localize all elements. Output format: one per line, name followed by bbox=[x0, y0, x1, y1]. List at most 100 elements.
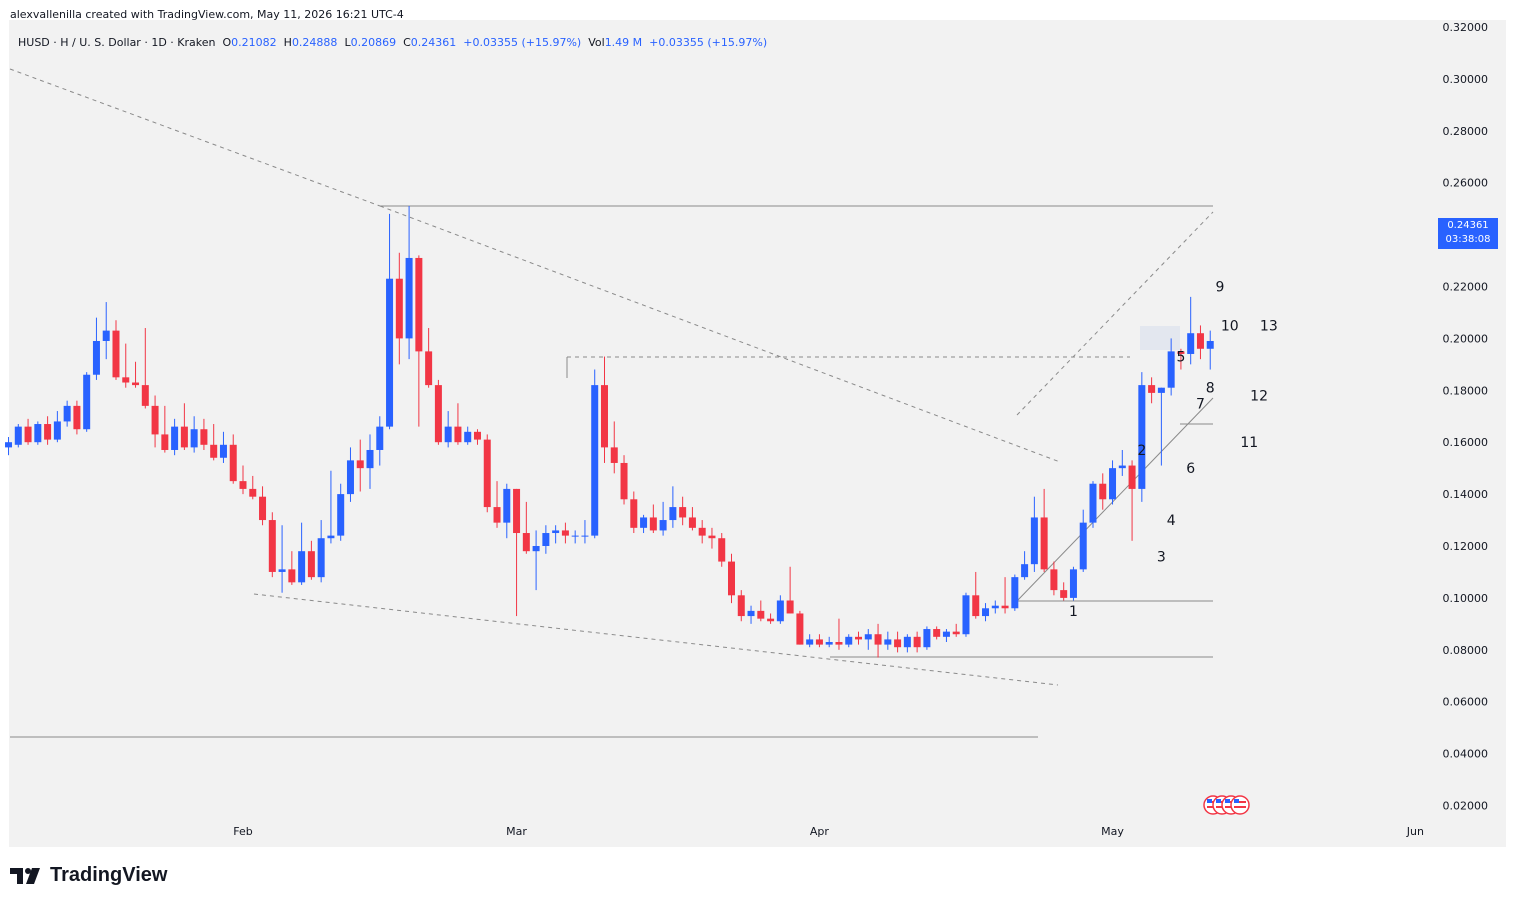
candle-body bbox=[669, 507, 677, 521]
wave-label: 13 bbox=[1260, 318, 1278, 334]
candle-body bbox=[972, 595, 980, 617]
candle-body bbox=[346, 460, 354, 495]
tradingview-logo[interactable]: TradingView bbox=[10, 864, 167, 887]
candle-body bbox=[571, 535, 579, 537]
candle-body bbox=[1069, 569, 1077, 598]
chart-panel[interactable] bbox=[9, 20, 1506, 847]
candle bbox=[327, 470, 335, 544]
candle bbox=[1148, 377, 1156, 404]
candle bbox=[171, 418, 179, 456]
candle-body bbox=[728, 561, 735, 596]
candle-body bbox=[444, 426, 452, 443]
candle bbox=[728, 553, 735, 604]
candle bbox=[747, 605, 755, 624]
candle-body bbox=[503, 488, 511, 523]
candle-body bbox=[767, 618, 775, 622]
candle bbox=[415, 255, 423, 427]
candle-body bbox=[864, 634, 872, 640]
candle bbox=[483, 434, 491, 513]
candle bbox=[757, 600, 765, 622]
candle bbox=[1040, 488, 1048, 572]
candle-body bbox=[806, 639, 814, 645]
candle-body bbox=[942, 631, 950, 637]
legend-open-value: 0.21082 bbox=[231, 36, 277, 49]
candle-body bbox=[903, 636, 911, 648]
candle-body bbox=[542, 533, 550, 546]
candle bbox=[835, 618, 843, 650]
candle-body bbox=[874, 634, 882, 645]
tradingview-logo-icon bbox=[10, 867, 40, 884]
candle bbox=[522, 501, 530, 554]
wave-label: 12 bbox=[1250, 388, 1268, 404]
candle-body bbox=[884, 639, 892, 645]
candle-body bbox=[1001, 605, 1009, 609]
candle-body bbox=[620, 462, 628, 500]
candle-body bbox=[659, 520, 667, 531]
y-tick-label: 0.12000 bbox=[1443, 540, 1489, 553]
wave-label: 9 bbox=[1216, 280, 1225, 296]
candle-body bbox=[317, 538, 325, 578]
wave-label: 11 bbox=[1240, 435, 1258, 451]
candle bbox=[83, 372, 91, 432]
candle bbox=[669, 486, 677, 528]
candle-body bbox=[151, 405, 159, 435]
candle bbox=[552, 525, 560, 544]
candle-body bbox=[92, 340, 100, 375]
candle-body bbox=[34, 424, 42, 443]
candle bbox=[806, 634, 814, 648]
candle bbox=[630, 491, 638, 534]
candle-body bbox=[894, 639, 902, 648]
candle-body bbox=[913, 636, 921, 648]
candle-body bbox=[1206, 340, 1214, 349]
candle bbox=[219, 431, 227, 463]
candle bbox=[425, 328, 433, 388]
candle bbox=[190, 416, 198, 453]
candle-body bbox=[1187, 333, 1195, 354]
candle-body bbox=[395, 278, 403, 339]
legend-low-value: 0.20869 bbox=[350, 36, 397, 49]
candle bbox=[1060, 582, 1068, 601]
wave-label: 5 bbox=[1176, 350, 1185, 366]
candle-body bbox=[708, 535, 716, 539]
candle bbox=[210, 424, 218, 461]
candle-body bbox=[200, 429, 208, 445]
descending-trendline bbox=[9, 68, 381, 207]
candle bbox=[815, 634, 823, 648]
candle bbox=[346, 447, 354, 502]
candle-body bbox=[464, 431, 472, 443]
candle-body bbox=[210, 444, 218, 458]
candle-body bbox=[640, 517, 648, 528]
candle bbox=[982, 603, 990, 622]
last-price-badge: 0.24361 03:38:08 bbox=[1438, 218, 1498, 249]
rising-channel-top bbox=[1016, 211, 1214, 416]
candle bbox=[942, 629, 950, 643]
candle-body bbox=[327, 535, 335, 539]
candle-body bbox=[1196, 333, 1204, 349]
x-tick-label: Apr bbox=[810, 825, 830, 838]
candle bbox=[767, 613, 775, 624]
candle bbox=[63, 400, 71, 427]
legend-close-value: 0.24361 bbox=[410, 36, 457, 49]
candle-body bbox=[698, 527, 706, 536]
flag-icon-stripe bbox=[1234, 806, 1246, 808]
candle-body bbox=[835, 642, 843, 645]
candle-body bbox=[962, 595, 970, 635]
candle bbox=[317, 520, 325, 583]
candle-body bbox=[1157, 387, 1165, 393]
x-tick-label: Feb bbox=[233, 825, 252, 838]
candle bbox=[141, 328, 149, 409]
candle bbox=[737, 590, 745, 622]
candle-body bbox=[952, 631, 960, 635]
candle bbox=[1206, 330, 1214, 370]
candle bbox=[679, 496, 687, 526]
candle-body bbox=[356, 460, 364, 469]
x-tick-label: Mar bbox=[506, 825, 527, 838]
candle-body bbox=[552, 530, 560, 534]
candle-body bbox=[180, 426, 188, 448]
candle bbox=[952, 623, 960, 637]
candle bbox=[1118, 449, 1126, 476]
candle bbox=[288, 551, 296, 585]
candle-body bbox=[229, 444, 237, 482]
candle-body bbox=[815, 639, 823, 645]
